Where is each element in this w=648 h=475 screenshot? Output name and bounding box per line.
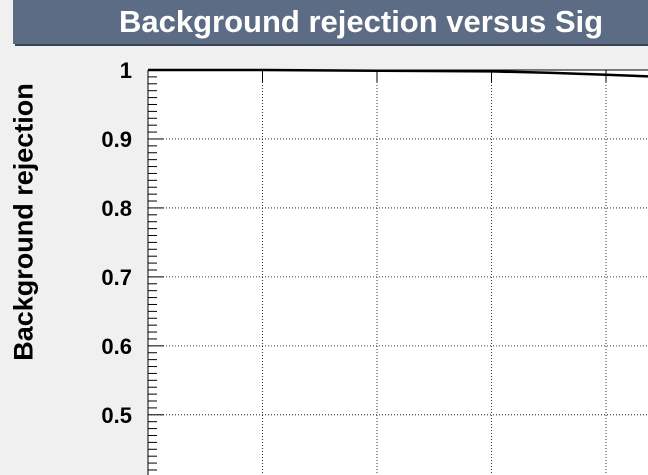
y-tick-label: 1 bbox=[120, 58, 132, 83]
y-tick-label: 0.6 bbox=[101, 334, 132, 359]
y-tick-label: 0.7 bbox=[101, 265, 132, 290]
chart-title-bar: Background rejection versus Sig bbox=[13, 0, 648, 44]
plot-area bbox=[148, 70, 648, 475]
y-tick-label: 0.5 bbox=[101, 403, 132, 428]
chart-title: Background rejection versus Sig bbox=[119, 4, 604, 39]
y-tick-label: 0.9 bbox=[101, 127, 132, 152]
y-tick-label: 0.8 bbox=[101, 196, 132, 221]
